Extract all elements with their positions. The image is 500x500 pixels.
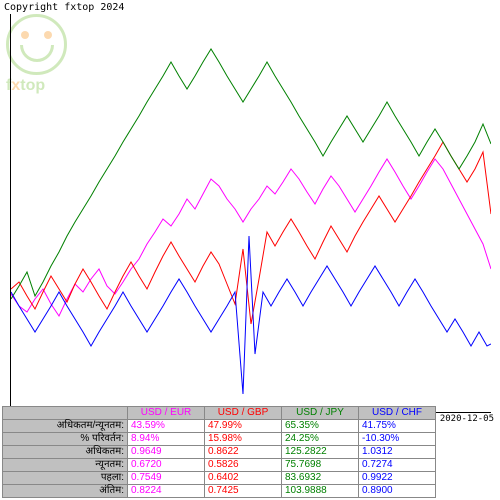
table-cell: 0.6720 bbox=[128, 459, 205, 472]
table-cell: 8.94% bbox=[128, 433, 205, 446]
table-cell: 0.5826 bbox=[205, 459, 282, 472]
x-axis-end: 2020-12-05 bbox=[440, 414, 494, 424]
table-cell: 0.7549 bbox=[128, 472, 205, 485]
table-row: USD / EURUSD / GBPUSD / JPYUSD / CHF bbox=[3, 407, 436, 420]
table-cell: 0.7425 bbox=[205, 485, 282, 498]
table-cell: 24.25% bbox=[282, 433, 359, 446]
currency-line-chart bbox=[10, 14, 491, 413]
table-cell: 47.99% bbox=[205, 420, 282, 433]
series-line bbox=[11, 142, 491, 324]
chart-svg bbox=[11, 14, 491, 412]
table-row: पहला:0.75490.640283.69320.9922 bbox=[3, 472, 436, 485]
table-cell: 103.9888 bbox=[282, 485, 359, 498]
row-label: % परिवर्तन: bbox=[3, 433, 128, 446]
col-header: USD / CHF bbox=[359, 407, 436, 420]
table-cell: 0.8622 bbox=[205, 446, 282, 459]
table-cell: 0.9649 bbox=[128, 446, 205, 459]
row-label: अधिकतम: bbox=[3, 446, 128, 459]
table-cell: 43.59% bbox=[128, 420, 205, 433]
table-row: अधिकतम/न्यूनतम:43.59%47.99%65.35%41.75% bbox=[3, 420, 436, 433]
table-cell: 75.7698 bbox=[282, 459, 359, 472]
col-header: USD / EUR bbox=[128, 407, 205, 420]
table-cell: 0.9922 bbox=[359, 472, 436, 485]
row-label: पहला: bbox=[3, 472, 128, 485]
table-cell: 15.98% bbox=[205, 433, 282, 446]
stats-table: USD / EURUSD / GBPUSD / JPYUSD / CHFअधिक… bbox=[2, 406, 436, 498]
table-row: अंतिम:0.82240.7425103.98880.8900 bbox=[3, 485, 436, 498]
table-cell: 125.2822 bbox=[282, 446, 359, 459]
table-cell: 0.8900 bbox=[359, 485, 436, 498]
copyright-text: Copyright fxtop 2024 bbox=[4, 2, 124, 13]
table-cell: 0.6402 bbox=[205, 472, 282, 485]
table-cell: -10.30% bbox=[359, 433, 436, 446]
table-row: % परिवर्तन:8.94%15.98%24.25%-10.30% bbox=[3, 433, 436, 446]
table-cell: 0.7274 bbox=[359, 459, 436, 472]
table-cell: 1.0312 bbox=[359, 446, 436, 459]
row-label: अधिकतम/न्यूनतम: bbox=[3, 420, 128, 433]
row-label: न्यूनतम: bbox=[3, 459, 128, 472]
table-cell: 41.75% bbox=[359, 420, 436, 433]
table-cell: 65.35% bbox=[282, 420, 359, 433]
row-label: अंतिम: bbox=[3, 485, 128, 498]
col-header: USD / GBP bbox=[205, 407, 282, 420]
row-label bbox=[3, 407, 128, 420]
series-line bbox=[11, 236, 491, 394]
table-cell: 83.6932 bbox=[282, 472, 359, 485]
table-row: न्यूनतम:0.67200.582675.76980.7274 bbox=[3, 459, 436, 472]
col-header: USD / JPY bbox=[282, 407, 359, 420]
table-cell: 0.8224 bbox=[128, 485, 205, 498]
table-row: अधिकतम:0.96490.8622125.28221.0312 bbox=[3, 446, 436, 459]
series-line bbox=[11, 49, 491, 299]
